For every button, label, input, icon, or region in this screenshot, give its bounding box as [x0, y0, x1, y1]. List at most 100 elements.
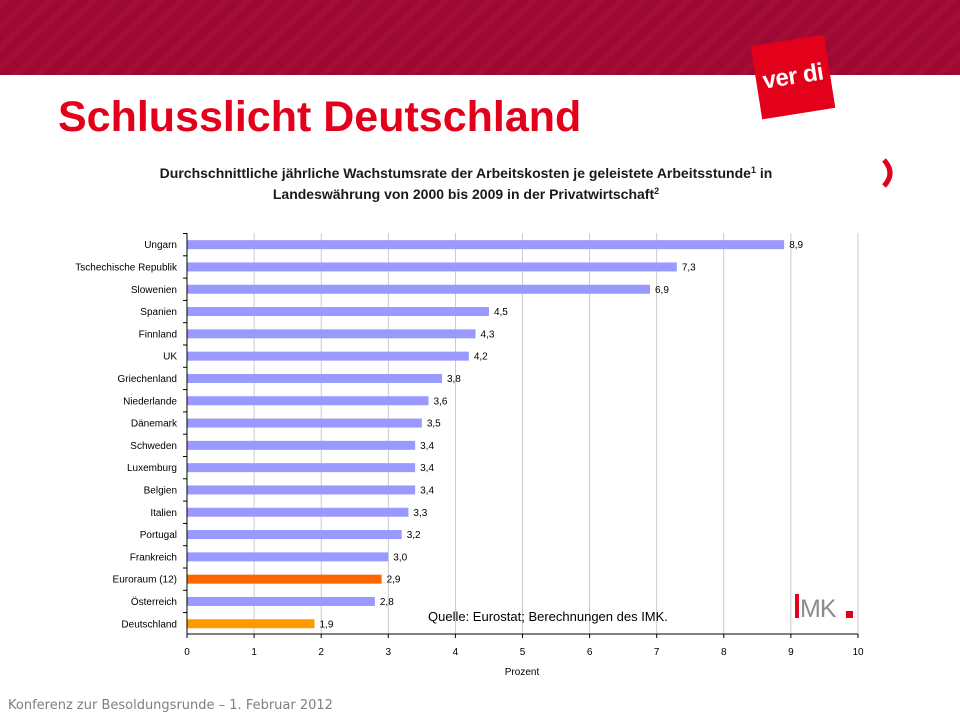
header-stripe: [626, 0, 716, 75]
bar-value-label: 3,5: [427, 419, 441, 430]
bar-value-label: 3,3: [413, 508, 427, 519]
category-label: Luxemburg: [127, 463, 177, 474]
x-tick-label: 7: [654, 647, 660, 658]
header-stripe: [868, 0, 958, 75]
header-stripe: [120, 0, 210, 75]
bar-value-label: 3,0: [393, 552, 407, 563]
x-tick-label: 6: [587, 647, 593, 658]
header-stripe: [406, 0, 496, 75]
bar: [187, 418, 422, 428]
x-tick-label: 10: [852, 647, 864, 658]
category-label: Tschechische Republik: [75, 262, 178, 273]
category-label: Belgien: [144, 485, 177, 496]
header-stripe: [384, 0, 474, 75]
bar-value-label: 3,6: [434, 396, 448, 407]
bar-value-label: 7,3: [682, 262, 696, 273]
x-tick-label: 4: [453, 647, 459, 658]
imk-logo: MK: [795, 594, 853, 623]
bar: [187, 552, 389, 562]
bar: [187, 463, 416, 473]
header-stripe: [846, 0, 936, 75]
x-tick-label: 8: [721, 647, 727, 658]
header-stripe: [318, 0, 408, 75]
bar-value-label: 2,9: [387, 575, 401, 586]
header-stripe: [32, 0, 122, 75]
header-stripe: [494, 0, 584, 75]
category-label: Slowenien: [131, 285, 177, 296]
header-stripe: [164, 0, 254, 75]
chart-title-line-1: Durchschnittliche jährliche Wachstumsrat…: [160, 165, 773, 181]
category-label: Portugal: [140, 530, 177, 541]
header-stripe: [274, 0, 364, 75]
bar-value-label: 3,4: [420, 463, 434, 474]
header-stripe: [54, 0, 144, 75]
header-stripe: [934, 51, 960, 75]
header-stripe: [428, 0, 518, 75]
category-label: Italien: [150, 508, 177, 519]
category-label: Euroraum (12): [113, 575, 177, 586]
header-stripe: [340, 0, 430, 75]
header-stripe: [670, 0, 760, 75]
category-label: Griechenland: [118, 374, 177, 385]
x-tick-label: 9: [788, 647, 794, 658]
bar-value-label: 4,5: [494, 307, 508, 318]
bar-value-label: 8,9: [789, 240, 803, 251]
bar-value-label: 3,4: [420, 441, 434, 452]
header-stripe: [560, 0, 650, 75]
bar: [187, 574, 382, 584]
header-stripe: [912, 30, 960, 75]
header-stripe: [824, 0, 914, 75]
category-label: UK: [163, 352, 177, 363]
category-label: Ungarn: [144, 240, 177, 251]
category-label: Österreich: [131, 596, 177, 608]
header-stripe: [98, 0, 188, 75]
header-stripe: [252, 0, 342, 75]
bar: [187, 507, 409, 517]
bar: [187, 373, 442, 383]
bar-value-label: 2,8: [380, 597, 394, 608]
category-label: Spanien: [140, 307, 177, 318]
bar: [187, 396, 429, 406]
header-stripe: [538, 0, 628, 75]
category-label: Dänemark: [131, 419, 178, 430]
bar-value-label: 3,8: [447, 374, 461, 385]
header-stripe: [296, 0, 386, 75]
header-stripe: [10, 0, 100, 75]
bar: [187, 596, 375, 606]
bar: [187, 307, 489, 317]
header-stripe: [142, 0, 232, 75]
x-tick-label: 2: [318, 647, 324, 658]
x-tick-label: 3: [386, 647, 392, 658]
header-stripe: [604, 0, 694, 75]
imk-logo-bar: [795, 594, 799, 618]
bar-value-label: 3,2: [407, 530, 421, 541]
x-axis-label: Prozent: [505, 667, 540, 678]
bar-value-label: 6,9: [655, 285, 669, 296]
bar-value-label: 4,2: [474, 352, 488, 363]
header-stripe: [0, 0, 34, 32]
header-stripe: [186, 0, 276, 75]
bar: [187, 440, 416, 450]
category-label: Finnland: [139, 329, 177, 340]
bar: [187, 240, 785, 250]
header-stripe: [0, 0, 56, 53]
x-tick-label: 0: [184, 647, 190, 658]
bar: [187, 329, 476, 339]
bar-value-label: 1,9: [319, 619, 333, 630]
bar: [187, 530, 402, 540]
chart-title-line-2: Landeswährung von 2000 bis 2009 in der P…: [273, 186, 659, 202]
category-label: Niederlande: [123, 396, 177, 407]
bar: [187, 485, 416, 495]
header-stripe: [516, 0, 606, 75]
header-stripe: [692, 0, 782, 75]
header-stripe: [450, 0, 540, 75]
header-stripe: [208, 0, 298, 75]
source-note: Quelle: Eurostat; Berechnungen des IMK.: [428, 609, 668, 624]
decorative-red-mark: [882, 158, 893, 188]
header-stripe: [362, 0, 452, 75]
imk-logo-text: MK: [800, 595, 837, 623]
header-stripe: [0, 0, 78, 73]
bar: [187, 262, 677, 272]
bar: [187, 619, 315, 629]
